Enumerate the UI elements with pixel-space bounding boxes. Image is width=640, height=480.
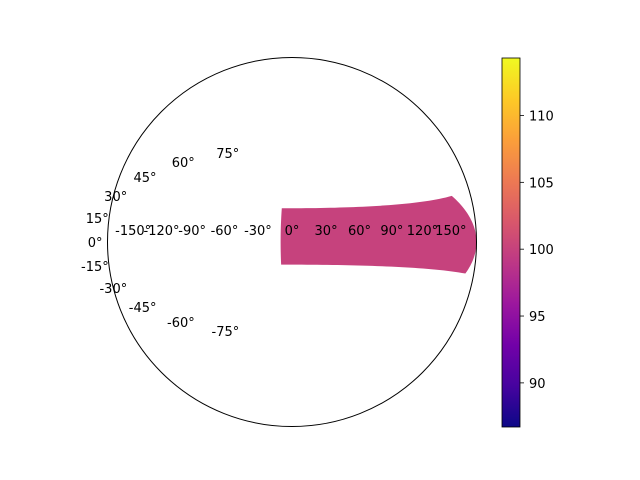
data-cells <box>280 195 477 274</box>
colorbar-gradient <box>502 58 520 427</box>
longitude-tick-label: 120° <box>407 224 438 239</box>
latitude-tick-label: 60° <box>172 156 195 171</box>
colorbar-tick-label: 100 <box>529 243 554 258</box>
latitude-tick-labels: 75° 60° 45° 30° 15° 0° -15° -30°-45° -60° -75° <box>81 147 239 340</box>
latitude-tick-label: -75° <box>212 325 240 340</box>
longitude-tick-label: -120° <box>144 224 180 239</box>
data-cell <box>280 195 477 274</box>
longitude-tick-labels: -150°-120°-90° -60° -30° 0° 30° 60° 90° 120°150… <box>115 224 466 239</box>
longitude-tick-label: 150° <box>435 224 466 239</box>
colorbar-tick-label: 90 <box>529 377 546 392</box>
latitude-tick-label: -60° <box>167 316 195 331</box>
longitude-tick-label: 90° <box>380 224 403 239</box>
longitude-tick-label: 0° <box>285 224 300 239</box>
longitude-tick-label: 60° <box>348 224 371 239</box>
colorbar-tick-label: 105 <box>529 176 554 191</box>
colorbar-tick-label: 95 <box>529 310 546 325</box>
latitude-tick-label: 75° <box>216 147 239 162</box>
latitude-tick-label: 45° <box>133 171 156 186</box>
map-plot-area <box>107 57 477 427</box>
longitude-tick-label: -90° <box>178 224 206 239</box>
latitude-tick-label: 0° <box>88 236 103 251</box>
map-boundary <box>107 57 477 427</box>
latitude-tick-label: -30° <box>99 282 127 297</box>
colorbar-tick-label: 110 <box>529 109 554 124</box>
colorbar-frame <box>501 57 521 428</box>
colorbar-ticks: 90 95 100 105 110 <box>520 109 554 392</box>
latitude-tick-label: 30° <box>104 190 127 205</box>
latitude-tick-label: 15° <box>86 212 109 227</box>
latitude-tick-label: -15° <box>81 260 109 275</box>
longitude-tick-label: -30° <box>244 224 272 239</box>
latitude-tick-label: -45° <box>129 301 157 316</box>
longitude-tick-label: -60° <box>211 224 239 239</box>
colorbar: 90 95 100 105 110 <box>501 57 554 428</box>
longitude-tick-label: -150° <box>115 224 151 239</box>
longitude-tick-label: 30° <box>315 224 338 239</box>
